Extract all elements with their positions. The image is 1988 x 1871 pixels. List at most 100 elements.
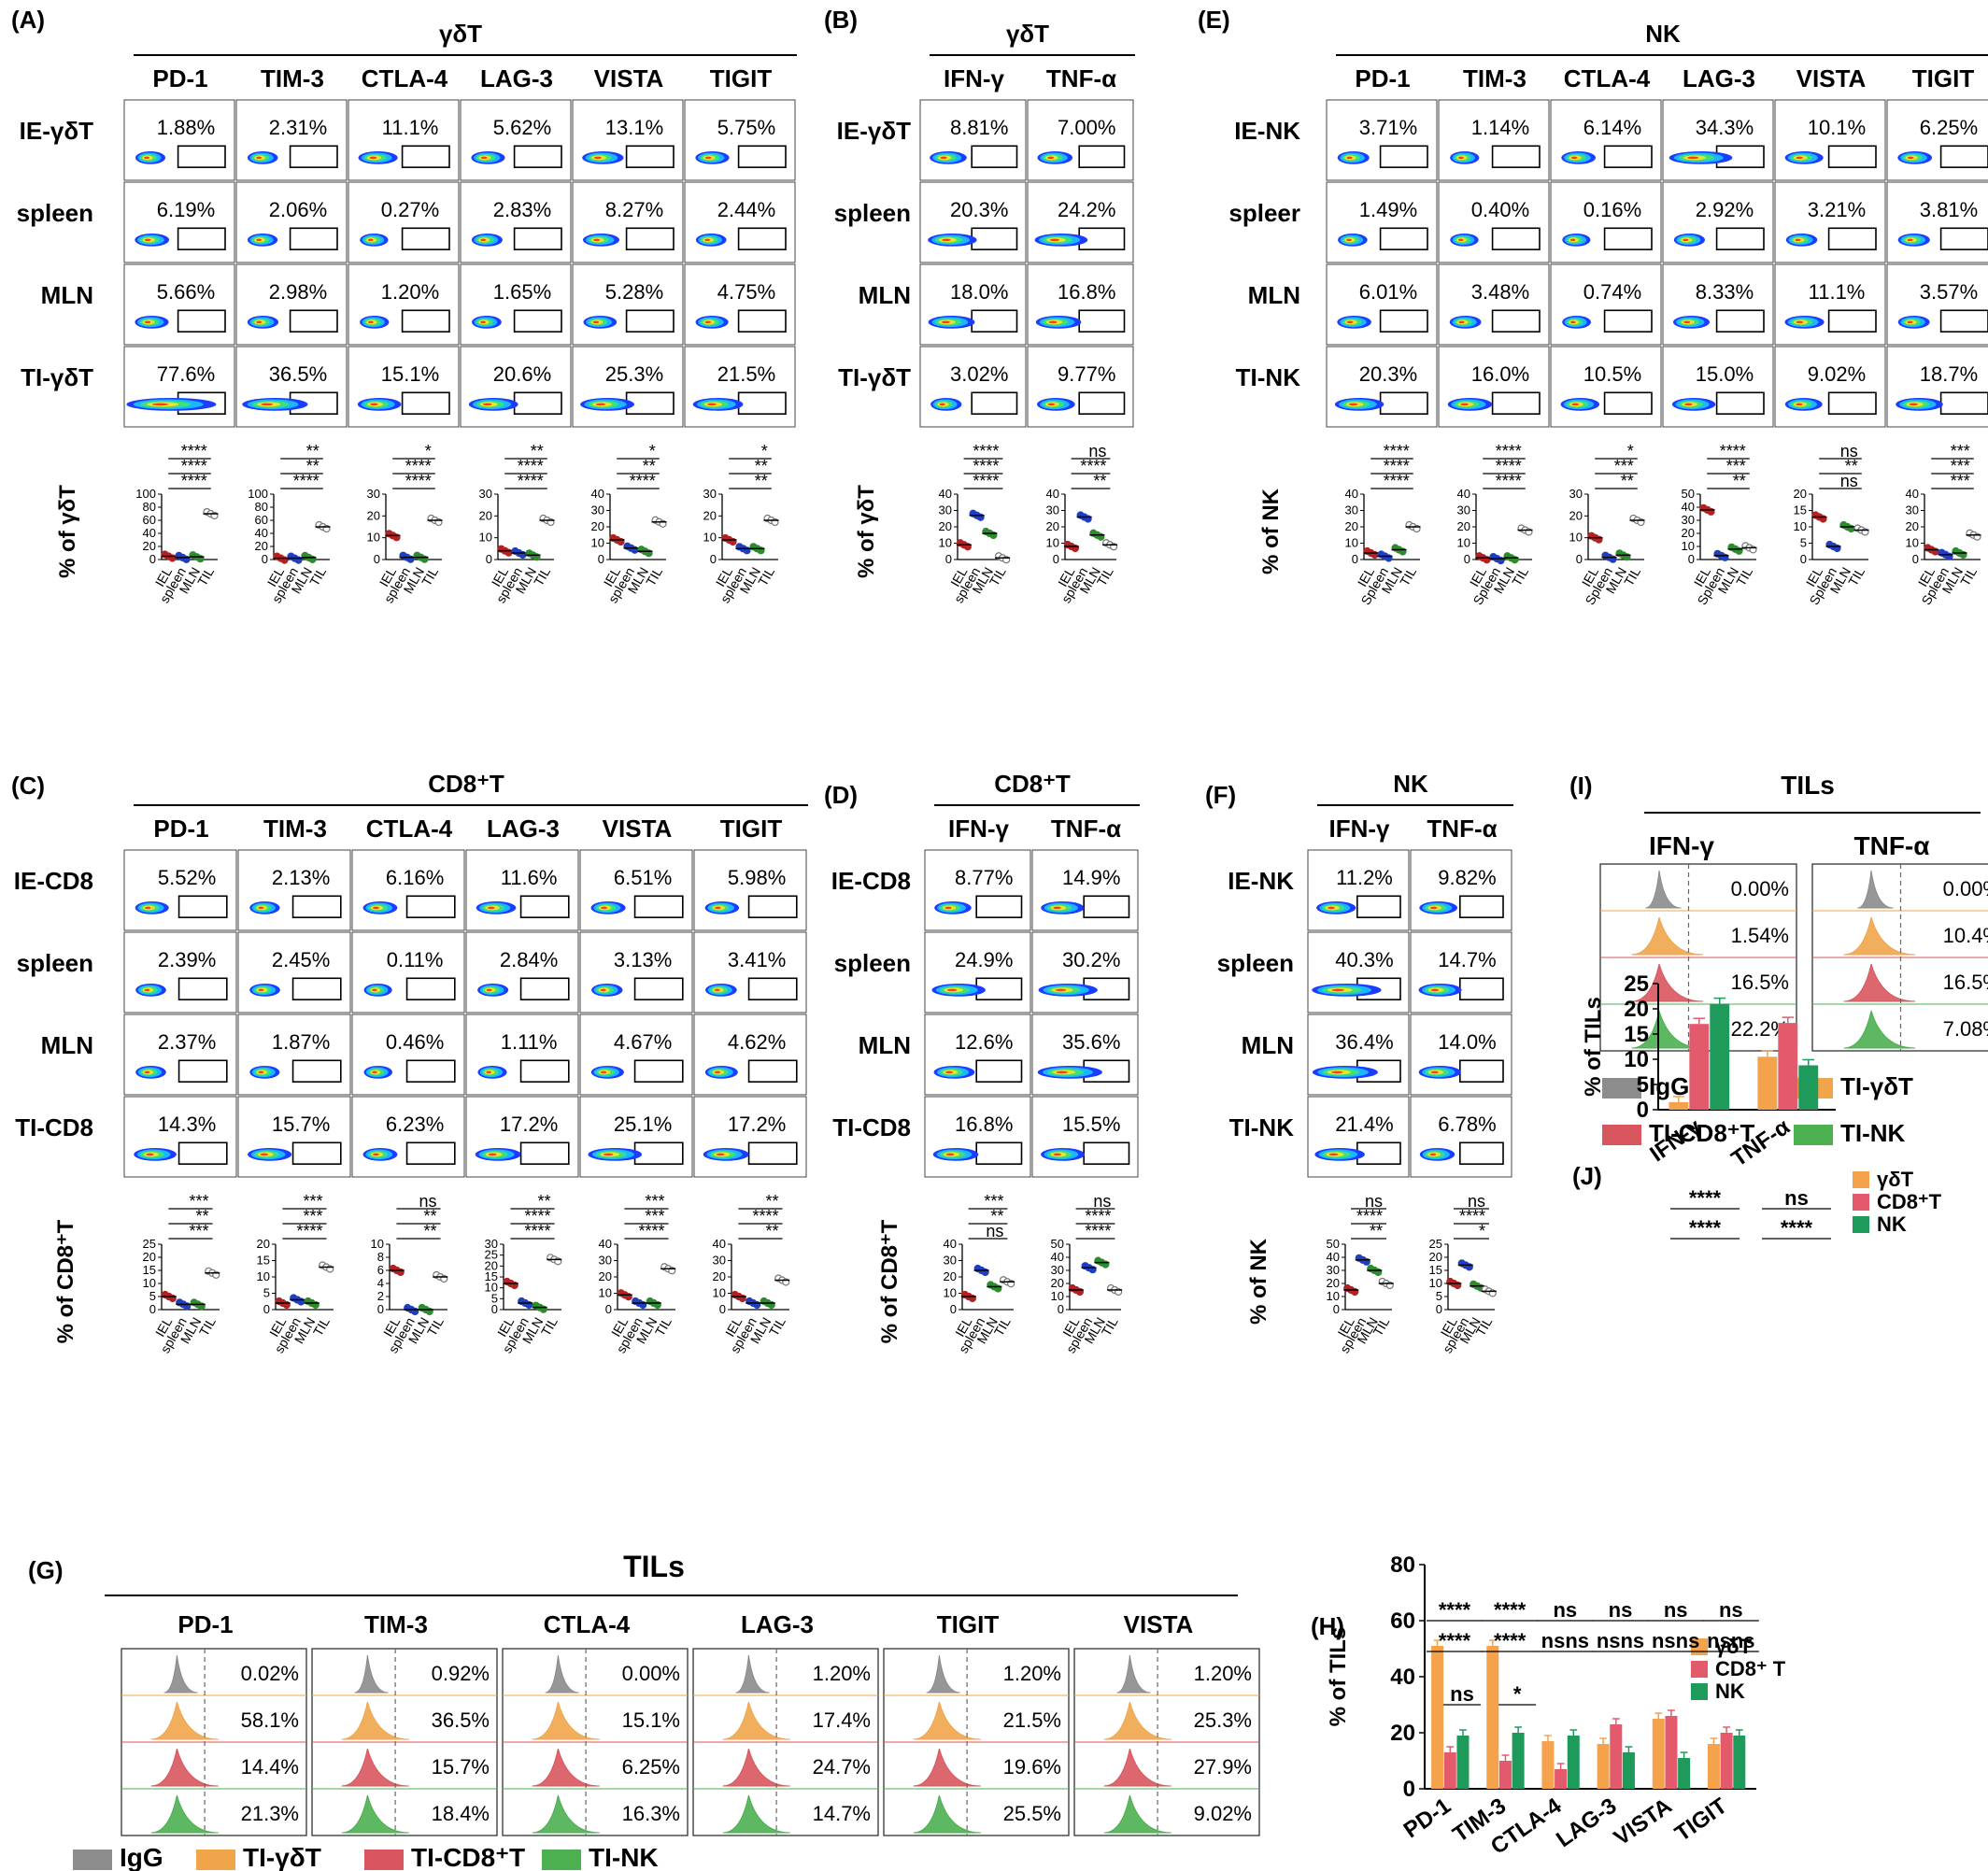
gate-box (1603, 309, 1653, 333)
flow-plot-frame (572, 99, 684, 181)
gate-percentage: 21.4% (1335, 1113, 1393, 1136)
gate-percentage: 18.7% (1920, 362, 1978, 386)
sig-label: ns (1784, 1186, 1809, 1210)
bar-tick-label: 5 (1637, 1072, 1649, 1098)
dot-category-label: TIL (538, 1314, 561, 1339)
dot-tick-label: 40 (143, 526, 156, 540)
density-plot (1334, 398, 1384, 411)
row-label: TI-γδT (838, 363, 911, 391)
panel-letter: (G) (28, 1556, 64, 1584)
row-label: TI-CD8 (15, 1113, 93, 1141)
gate-percentage: 24.2% (1058, 198, 1115, 221)
gate-percentage: 6.16% (386, 866, 444, 889)
density-plot (1312, 984, 1382, 997)
gate-percentage: 4.67% (614, 1030, 672, 1054)
dot-category-label: TIL (424, 1314, 447, 1339)
density-plot (468, 398, 518, 411)
sig-label: **** (1384, 472, 1410, 490)
density-layer (146, 1153, 154, 1156)
sig-label: *** (190, 1222, 209, 1240)
dot-tick-label: 10 (367, 531, 380, 545)
dot-tick-label: 10 (485, 1281, 498, 1295)
density-plot (476, 901, 517, 914)
density-plot (247, 151, 278, 164)
sig-label: **** (639, 1222, 665, 1240)
density-plot (1784, 398, 1823, 411)
density-layer (1346, 156, 1353, 160)
density-layer (486, 988, 492, 992)
flow-plot-frame (1031, 849, 1139, 931)
flow-plot-frame (348, 346, 460, 428)
density-layer (944, 906, 952, 910)
flow-plot-frame (123, 181, 235, 263)
gate-percentage: 14.9% (1062, 866, 1120, 889)
bar-ylabel: % of TILs (1581, 997, 1606, 1097)
dot-tick-label: 0 (486, 552, 492, 566)
flow-plot-frame (123, 263, 235, 346)
density-layer (716, 1153, 725, 1156)
gate-percentage: 6.51% (614, 866, 672, 889)
column-label: LAG-3 (741, 1610, 814, 1638)
gate-box (401, 227, 450, 250)
density-plot (477, 1066, 507, 1079)
flow-plot-frame (237, 1013, 351, 1096)
sig-label: ** (306, 457, 320, 475)
flow-plot-frame (684, 263, 796, 346)
gate-percentage: 2.06% (269, 198, 327, 221)
density-plot (1418, 984, 1462, 997)
sig-label: *** (304, 1207, 323, 1226)
dot-tick-label: 80 (143, 500, 156, 514)
dot-tick-label: 30 (1457, 503, 1470, 517)
density-layer (1907, 156, 1914, 160)
panel-letter: (F) (1205, 781, 1236, 809)
flow-plot-frame (1438, 263, 1550, 346)
bar (1456, 1736, 1470, 1789)
dot-tick-label: 15 (485, 1269, 498, 1283)
legend-label: CD8⁺T (1877, 1190, 1942, 1213)
density-layer (368, 320, 374, 324)
sig-label: * (1479, 1222, 1485, 1240)
flow-plot-frame (1662, 99, 1774, 181)
density-layer (1049, 238, 1060, 242)
flow-plot-frame (1886, 99, 1988, 181)
flow-plot-frame (1774, 99, 1886, 181)
panel-letter: (C) (11, 772, 45, 800)
density-plot (135, 234, 170, 247)
panel-letter: (I) (1569, 772, 1593, 800)
dot-tick-label: 0 (491, 1302, 498, 1316)
flow-plot-frame (1886, 181, 1988, 263)
gate-box (633, 977, 684, 1000)
density-plot (247, 234, 278, 247)
histogram-percentage: 24.7% (813, 1755, 871, 1779)
dot-tick-label: 5 (491, 1291, 498, 1305)
density-layer (1907, 320, 1913, 324)
histogram-peak (1645, 870, 1682, 909)
sig-label: * (1513, 1682, 1522, 1706)
dot-tick-label: 10 (371, 1237, 384, 1251)
density-layer (1796, 403, 1803, 406)
density-layer (1907, 238, 1913, 242)
sig-label: **** (973, 457, 999, 475)
dot-tick-label: 20 (713, 1269, 726, 1283)
density-layer (372, 988, 377, 992)
gate-percentage: 6.25% (1920, 116, 1978, 139)
histogram-cell: 1.20% 17.4% 24.7% 14.7% (692, 1648, 879, 1836)
histogram-percentage: 1.54% (1731, 924, 1789, 947)
sig-label: ns (419, 1192, 437, 1211)
bar-tick-label: 10 (1624, 1047, 1649, 1072)
gate-percentage: 1.14% (1471, 116, 1529, 139)
dot-category-label: TIL (1094, 564, 1116, 588)
dot-category-label: TIL (194, 564, 217, 588)
dot-tick-label: 15 (143, 1263, 156, 1277)
dot-tick-label: 20 (1345, 519, 1358, 533)
column-label: TIGIT (1912, 64, 1975, 92)
flow-plot-frame (684, 181, 796, 263)
histogram-cell: 0.00% 15.1% 6.25% 16.3% (502, 1648, 689, 1836)
dot-tick-label: 40 (591, 487, 604, 501)
density-layer (144, 156, 149, 160)
dot-tick-label: 20 (1457, 519, 1470, 533)
density-layer (1460, 403, 1469, 406)
gate-percentage: 8.77% (955, 866, 1013, 889)
legend-label: TI-γδT (1840, 1072, 1913, 1100)
